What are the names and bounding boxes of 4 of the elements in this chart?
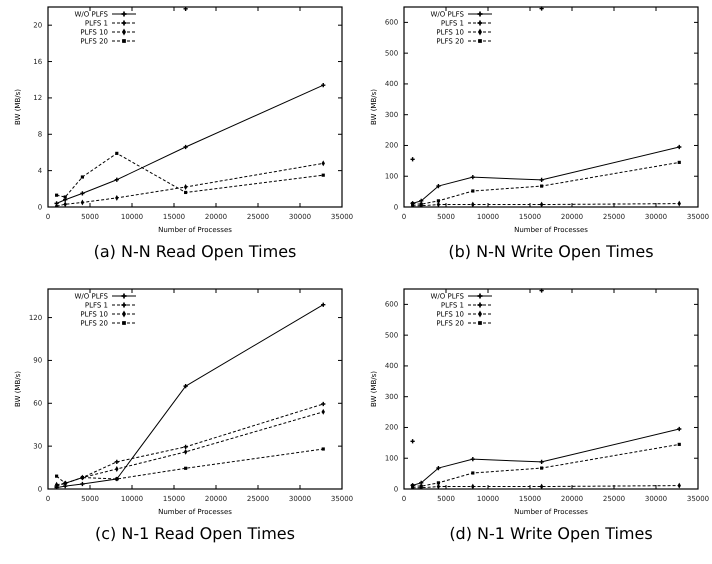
text: (d) N-1 Write Open Times bbox=[449, 524, 653, 543]
text: (b) N-N Write Open Times bbox=[448, 242, 654, 261]
text: (c) N-1 Read Open Times bbox=[95, 524, 295, 543]
text: (a) N-N Read Open Times bbox=[94, 242, 296, 261]
